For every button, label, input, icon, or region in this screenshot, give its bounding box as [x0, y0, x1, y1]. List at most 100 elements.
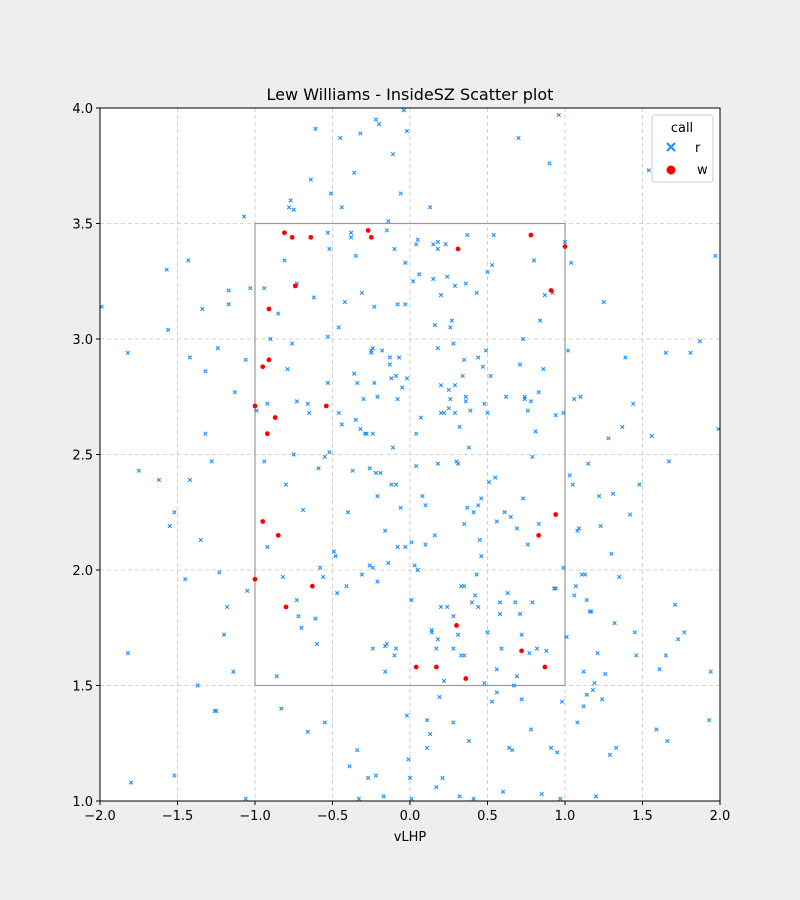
data-point-r	[166, 327, 171, 332]
data-point-r	[435, 239, 441, 245]
data-point-r	[584, 692, 589, 697]
data-point-w	[323, 403, 329, 409]
data-point-r	[603, 671, 608, 677]
data-point-r	[322, 454, 327, 459]
data-point-r	[595, 650, 600, 656]
data-point-r	[375, 579, 380, 584]
data-point-r	[446, 387, 451, 393]
data-point-r	[539, 791, 544, 797]
data-point-r	[513, 600, 518, 605]
legend-label-w: w	[697, 163, 708, 178]
data-point-r	[596, 493, 602, 499]
data-point-r	[296, 614, 301, 619]
data-point-r	[400, 385, 405, 390]
data-point-r	[634, 653, 639, 658]
data-point-r	[525, 408, 530, 413]
data-point-w	[562, 244, 568, 250]
data-point-r	[347, 764, 352, 769]
data-point-r	[327, 450, 332, 455]
data-point-r	[338, 135, 343, 141]
data-point-w	[365, 228, 371, 233]
data-point-r	[528, 727, 534, 732]
data-point-r	[627, 512, 633, 517]
data-point-r	[445, 274, 450, 279]
data-point-r	[231, 669, 236, 674]
strike-zone-box	[254, 222, 566, 687]
data-point-r	[578, 394, 583, 399]
data-point-r	[455, 632, 461, 637]
data-point-r	[460, 373, 465, 379]
data-point-r	[331, 549, 337, 554]
data-point-r	[494, 667, 499, 672]
data-point-r	[466, 738, 472, 744]
data-point-r	[403, 302, 408, 307]
legend-marker-r	[666, 142, 676, 152]
data-point-r	[243, 357, 248, 362]
y-tick-label: 2.5	[72, 449, 93, 464]
data-point-r	[452, 383, 458, 388]
data-point-r	[531, 258, 537, 263]
data-point-r	[254, 408, 259, 413]
data-point-r	[156, 477, 162, 483]
data-point-r	[434, 646, 439, 651]
data-point-r	[286, 205, 292, 210]
data-point-r	[561, 565, 566, 570]
data-point-r	[435, 246, 441, 252]
data-point-r	[279, 706, 284, 711]
data-point-r	[572, 593, 577, 598]
data-point-r	[339, 422, 344, 427]
data-point-r	[398, 505, 403, 510]
data-point-r	[393, 646, 399, 651]
x-tick-label: −2.0	[84, 809, 116, 824]
data-point-r	[265, 401, 270, 406]
data-point-r	[314, 641, 320, 647]
data-point-r	[353, 253, 358, 259]
data-point-r	[682, 630, 687, 635]
data-point-r	[224, 604, 230, 610]
data-point-r	[409, 540, 414, 545]
data-point-r	[390, 445, 396, 450]
data-point-r	[386, 560, 391, 566]
data-point-r	[576, 526, 582, 531]
data-point-r	[417, 272, 422, 277]
data-point-r	[217, 570, 222, 575]
data-point-r	[370, 565, 375, 570]
data-point-r	[396, 355, 402, 360]
data-point-r	[198, 537, 203, 543]
x-tick-label: 0.0	[400, 809, 421, 824]
data-point-r	[412, 563, 417, 568]
data-point-r	[451, 720, 456, 725]
data-point-w	[266, 357, 272, 363]
data-point-r	[485, 630, 490, 635]
data-point-r	[449, 318, 455, 323]
data-point-r	[463, 399, 468, 404]
data-point-r	[427, 205, 433, 210]
data-point-r	[476, 503, 481, 508]
data-point-w	[283, 604, 289, 610]
data-point-r	[406, 757, 411, 762]
data-point-r	[607, 752, 613, 757]
data-point-r	[383, 669, 388, 674]
data-point-r	[187, 355, 193, 360]
data-point-r	[372, 304, 377, 309]
data-point-r	[336, 325, 341, 330]
data-point-r	[544, 648, 549, 654]
data-point-r	[617, 574, 622, 580]
data-point-r	[334, 590, 340, 596]
legend-marker-w	[666, 165, 676, 175]
data-point-r	[499, 646, 504, 651]
data-point-r	[573, 583, 579, 589]
data-point-r	[195, 683, 200, 688]
data-point-r	[517, 611, 523, 617]
data-point-r	[203, 431, 208, 436]
data-point-r	[600, 697, 605, 702]
data-point-r	[598, 523, 603, 529]
data-point-r	[384, 228, 389, 233]
data-point-r	[527, 650, 532, 656]
data-point-w	[292, 283, 298, 289]
legend: call r w	[651, 114, 714, 183]
data-point-r	[316, 466, 321, 471]
data-point-r	[631, 401, 636, 406]
data-point-r	[283, 482, 289, 487]
data-point-r	[476, 355, 481, 360]
